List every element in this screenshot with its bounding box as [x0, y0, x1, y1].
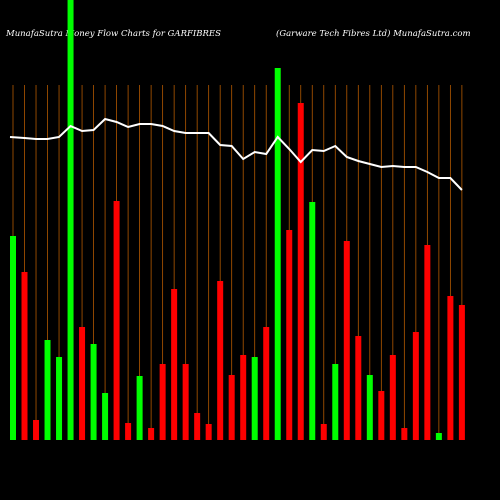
bar	[182, 364, 189, 440]
bar	[90, 344, 97, 440]
bar	[102, 393, 109, 440]
bar	[286, 230, 293, 440]
bar	[343, 241, 350, 440]
bar	[171, 289, 178, 440]
bar	[378, 391, 385, 440]
bar	[435, 433, 442, 440]
bar	[125, 423, 132, 440]
chart-title: MunafaSutra Money Flow Charts for GARFIB…	[5, 29, 221, 39]
flow-line	[9, 117, 463, 191]
bar	[240, 355, 247, 440]
bar	[56, 357, 63, 440]
bar	[79, 327, 86, 440]
bar	[274, 68, 281, 440]
bar	[228, 375, 235, 440]
bar	[205, 424, 212, 440]
bar	[366, 375, 373, 440]
chart-subtitle: (Garware Tech Fibres Ltd) MunafaSutra.co…	[276, 28, 471, 39]
bar	[332, 364, 339, 440]
bar	[263, 327, 270, 440]
bar	[412, 332, 419, 440]
bar	[297, 103, 304, 440]
bar	[251, 357, 258, 440]
bar	[309, 202, 316, 440]
bar	[424, 245, 431, 440]
bar	[355, 336, 362, 440]
bar	[194, 413, 201, 440]
bar	[136, 376, 143, 440]
bar	[33, 420, 40, 440]
bar	[217, 281, 224, 440]
bar	[10, 236, 16, 440]
bar	[320, 424, 327, 440]
bar	[148, 428, 155, 440]
bar	[389, 355, 396, 440]
bar	[159, 364, 166, 440]
bar	[447, 296, 454, 440]
bar	[458, 305, 465, 440]
bar	[401, 428, 408, 440]
bar	[44, 340, 51, 440]
bar	[113, 201, 120, 440]
bar	[21, 272, 28, 440]
bar	[67, 0, 74, 440]
